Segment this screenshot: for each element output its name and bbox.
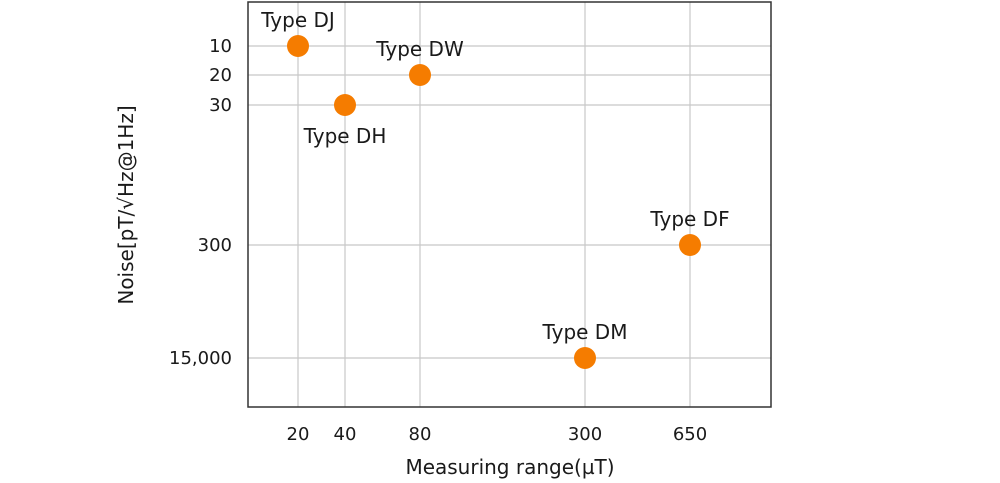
point-label: Type DW — [375, 37, 464, 61]
data-point — [409, 64, 431, 86]
y-tick-label: 10 — [209, 36, 232, 57]
point-label: Type DJ — [260, 8, 335, 32]
data-point — [287, 35, 309, 57]
data-point — [679, 234, 701, 256]
grid-lines — [248, 2, 771, 407]
x-tick-label: 80 — [409, 424, 432, 445]
x-tick-label: 300 — [568, 424, 602, 445]
x-tick-label: 650 — [673, 424, 707, 445]
data-points — [287, 35, 701, 369]
y-axis-ticks: 10 20 30 300 15,000 — [169, 36, 232, 369]
x-axis-ticks: 20 40 80 300 650 — [287, 424, 708, 445]
y-tick-label: 15,000 — [169, 348, 232, 369]
point-label: Type DH — [303, 124, 387, 148]
data-point — [574, 347, 596, 369]
data-point — [334, 94, 356, 116]
y-tick-label: 20 — [209, 65, 232, 86]
y-tick-label: 300 — [198, 235, 232, 256]
y-axis-title: Noise[pT/√Hz@1Hz] — [114, 105, 138, 304]
y-tick-label: 30 — [209, 95, 232, 116]
x-tick-label: 20 — [287, 424, 310, 445]
point-labels: Type DJ Type DW Type DH Type DF Type DM — [260, 8, 729, 344]
x-axis-title: Measuring range(µT) — [405, 455, 614, 479]
point-label: Type DM — [542, 320, 628, 344]
plot-area — [247, 1, 772, 408]
point-label: Type DF — [649, 207, 729, 231]
x-tick-label: 40 — [334, 424, 357, 445]
